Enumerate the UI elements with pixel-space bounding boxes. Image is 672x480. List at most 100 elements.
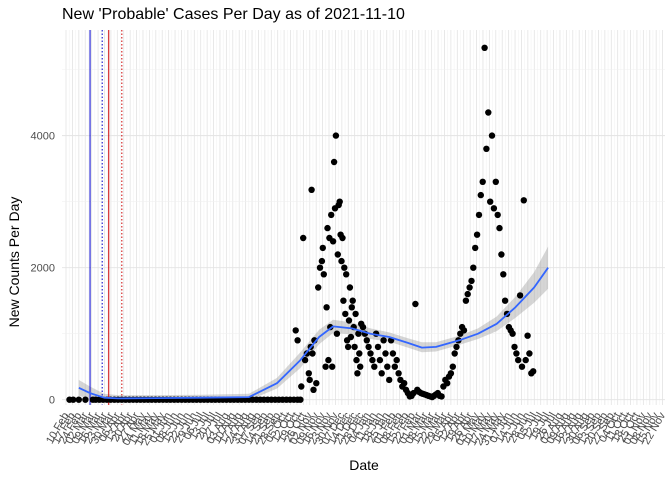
data-point	[344, 343, 352, 351]
data-point	[320, 271, 327, 278]
data-point	[330, 158, 338, 166]
y-tick-label: 2000	[31, 263, 55, 275]
data-point	[449, 363, 456, 370]
data-point	[351, 343, 358, 351]
data-point	[472, 244, 479, 252]
data-point	[297, 396, 304, 403]
data-point	[453, 343, 460, 351]
data-point	[438, 393, 445, 400]
data-point	[395, 370, 402, 377]
data-point	[473, 231, 481, 238]
data-point	[470, 264, 477, 271]
data-point	[479, 178, 486, 185]
data-point	[354, 370, 361, 377]
data-point	[460, 327, 468, 334]
data-point	[513, 350, 520, 357]
data-point	[308, 186, 315, 193]
y-tick-label: 4000	[31, 131, 55, 143]
data-point	[305, 370, 312, 377]
data-point	[367, 350, 374, 357]
data-point	[348, 304, 355, 311]
data-point	[325, 356, 332, 364]
data-point	[336, 198, 343, 205]
data-point	[488, 132, 496, 139]
data-point	[300, 234, 307, 242]
data-point	[306, 376, 313, 384]
chart-title: New 'Probable' Cases Per Day as of 2021-…	[62, 6, 405, 23]
data-point	[70, 396, 77, 403]
data-point	[451, 350, 458, 357]
data-point	[333, 330, 341, 337]
data-point	[464, 290, 471, 298]
data-point	[353, 356, 360, 364]
data-point	[376, 356, 384, 364]
data-point	[500, 271, 507, 278]
data-point	[444, 380, 451, 387]
data-point	[363, 337, 370, 344]
y-tick-label: 0	[49, 395, 55, 407]
data-point	[522, 356, 529, 364]
data-point	[401, 380, 408, 387]
data-point	[343, 271, 350, 278]
data-point	[346, 284, 354, 291]
data-point	[309, 350, 316, 357]
data-point	[329, 363, 336, 370]
data-point	[447, 370, 455, 377]
data-point	[334, 251, 341, 258]
data-point	[371, 363, 378, 370]
data-point	[341, 264, 348, 271]
data-point	[526, 350, 533, 357]
data-point	[515, 356, 522, 364]
data-point	[319, 244, 326, 252]
data-point	[359, 323, 367, 331]
data-point	[365, 343, 372, 351]
data-point	[520, 197, 527, 204]
data-point	[356, 350, 363, 357]
x-axis-title: Date	[349, 457, 379, 473]
data-point	[340, 297, 347, 304]
data-point	[347, 333, 355, 341]
data-point	[391, 363, 398, 370]
data-point	[318, 257, 326, 265]
data-point	[509, 330, 516, 337]
data-point	[313, 380, 320, 387]
data-point	[386, 376, 393, 384]
data-point	[374, 343, 382, 351]
reference-lines-layer	[89, 30, 123, 405]
data-point	[511, 343, 518, 351]
trend-line-layer	[78, 267, 549, 400]
data-point	[524, 332, 531, 339]
data-point	[487, 198, 494, 205]
data-point	[75, 396, 83, 403]
data-point	[82, 396, 89, 403]
data-point	[496, 224, 503, 232]
data-point	[342, 310, 349, 318]
data-point	[369, 356, 376, 364]
data-point	[349, 297, 356, 304]
y-axis-title: New Counts Per Day	[6, 197, 22, 328]
data-point	[301, 356, 309, 364]
data-point	[298, 383, 305, 390]
data-point	[516, 292, 524, 299]
data-point	[329, 238, 337, 245]
grid-layer	[62, 30, 665, 405]
data-point	[412, 300, 419, 308]
data-point	[294, 337, 301, 344]
data-point	[501, 297, 509, 304]
data-point	[352, 310, 359, 318]
data-point	[378, 370, 385, 377]
data-point	[530, 368, 537, 375]
data-point	[475, 211, 483, 219]
data-point	[310, 386, 317, 393]
data-point	[462, 297, 470, 304]
data-point	[324, 224, 331, 232]
data-point	[322, 363, 329, 370]
data-point	[483, 145, 490, 152]
data-point	[494, 211, 501, 219]
data-point	[468, 277, 475, 285]
data-point	[339, 234, 346, 242]
data-point	[490, 205, 498, 212]
data-point	[382, 350, 389, 357]
data-point	[338, 257, 345, 265]
